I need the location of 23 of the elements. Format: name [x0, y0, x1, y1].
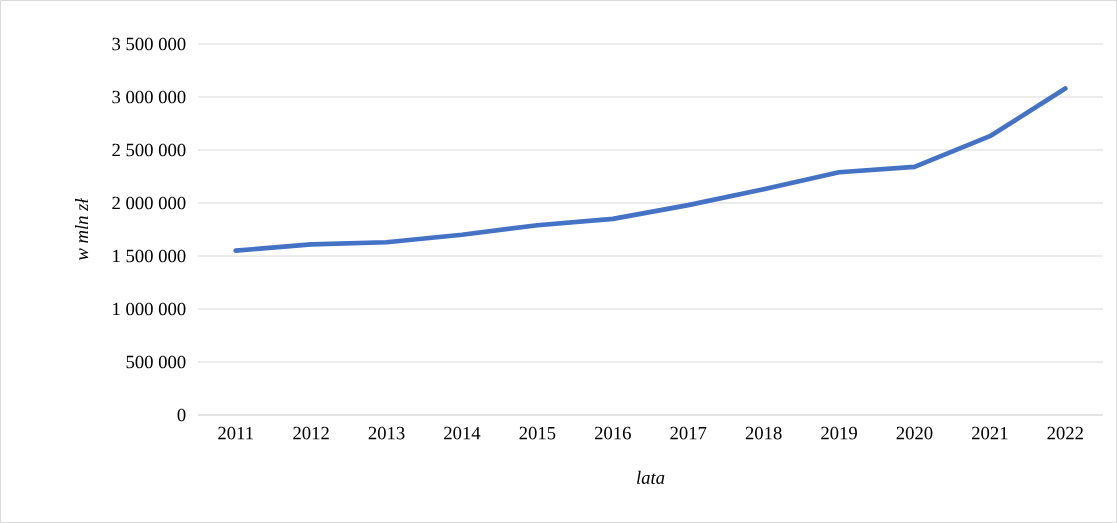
y-tick-label: 1 000 000: [113, 302, 186, 316]
x-tick-label: 2015: [519, 426, 556, 440]
x-tick-label: 2011: [218, 426, 253, 440]
x-tick-label: 2019: [821, 426, 857, 440]
x-tick-label: 2016: [594, 426, 631, 440]
y-tick-label: 2 500 000: [112, 143, 186, 157]
y-axis-title: w mln zł: [75, 197, 89, 261]
x-tick-label: 2021: [972, 426, 1008, 440]
x-tick-label: 2013: [368, 426, 405, 440]
y-tick-label: 500 000: [126, 355, 186, 369]
y-tick-label: 1 500 000: [113, 249, 186, 263]
y-tick-label: 3 500 000: [112, 37, 186, 51]
y-tick-label: 3 000 000: [112, 90, 186, 104]
line-series: [233, 86, 1068, 254]
x-tick-label: 2022: [1047, 426, 1083, 440]
y-tick-label: 0: [177, 408, 186, 422]
x-tick-label: 2020: [896, 426, 933, 440]
x-tick-label: 2012: [293, 426, 329, 440]
x-tick-label: 2017: [670, 426, 707, 440]
y-tick-label: 2 000 000: [112, 196, 186, 210]
x-tick-label: 2018: [745, 426, 782, 440]
x-axis-title: lata: [636, 470, 665, 484]
x-tick-label: 2014: [444, 426, 481, 440]
